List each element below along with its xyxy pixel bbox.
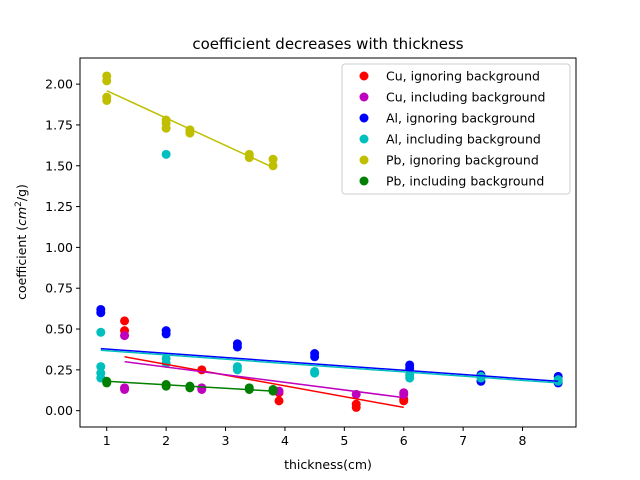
y-axis-label-unit: cm <box>14 207 29 226</box>
fit-line <box>100 349 559 384</box>
data-point <box>161 329 171 339</box>
legend-box <box>341 63 571 195</box>
plot-marks <box>96 71 563 412</box>
data-point <box>197 383 207 393</box>
data-point <box>268 154 278 164</box>
y-tick-label: 2.00 <box>45 77 73 92</box>
chart-title: coefficient decreases with thickness <box>192 35 463 53</box>
data-point <box>310 368 320 378</box>
fit-line <box>100 347 559 383</box>
fit-line <box>124 356 404 409</box>
data-point <box>351 399 361 409</box>
y-tick-label: 0.25 <box>45 362 73 377</box>
data-point <box>161 358 171 368</box>
data-point <box>268 161 278 171</box>
x-tick-label: 4 <box>281 433 289 448</box>
legend: Cu, ignoring background Cu, including bac… <box>341 63 571 195</box>
legend-label: Pb, including background <box>386 174 544 189</box>
y-axis-label-exponent: 2 <box>14 201 24 207</box>
y-tick-label: 1.00 <box>45 240 73 255</box>
x-tick-label: 3 <box>222 433 230 448</box>
data-point <box>310 352 320 362</box>
y-axis-label-main: coefficient ( <box>14 226 29 300</box>
y-tick-label: 1.25 <box>45 199 73 214</box>
legend-label: Pb, ignoring background <box>386 153 539 168</box>
fit-line <box>106 89 274 169</box>
legend-marker <box>359 71 369 81</box>
legend-marker <box>359 155 369 165</box>
x-tick-label: 6 <box>400 433 408 448</box>
y-axis-ticks: 0.00 0.25 0.50 0.75 1.00 1.25 1.50 1.75 2.00 <box>45 77 80 418</box>
data-point <box>185 383 195 393</box>
y-tick-label: 0.00 <box>45 403 73 418</box>
x-tick-label: 1 <box>103 433 111 448</box>
y-tick-label: 1.50 <box>45 158 73 173</box>
x-axis-label: thickness(cm) <box>284 457 372 472</box>
x-axis-ticks: 1 2 3 4 5 6 7 8 <box>103 427 527 448</box>
data-point <box>102 95 112 105</box>
data-point <box>405 373 415 383</box>
x-tick-label: 2 <box>162 433 170 448</box>
legend-marker <box>359 176 369 186</box>
data-point <box>274 396 284 406</box>
y-tick-label: 0.75 <box>45 281 73 296</box>
legend-label: Al, ignoring background <box>386 111 535 126</box>
data-point <box>161 381 171 391</box>
data-point <box>96 327 106 337</box>
y-tick-label: 1.75 <box>45 117 73 132</box>
data-point <box>161 123 171 133</box>
y-axis-label-tail: /g) <box>14 184 29 201</box>
fit-line <box>106 380 274 392</box>
data-point <box>120 384 130 394</box>
legend-marker <box>359 92 369 102</box>
legend-label: Cu, including background <box>386 90 545 105</box>
legend-label: Cu, ignoring background <box>386 69 540 84</box>
legend-marker <box>359 134 369 144</box>
x-tick-label: 7 <box>459 433 467 448</box>
data-point <box>102 76 112 86</box>
x-tick-label: 5 <box>340 433 348 448</box>
legend-marker <box>359 113 369 123</box>
data-point <box>232 342 242 352</box>
y-tick-label: 0.50 <box>45 322 73 337</box>
data-point <box>120 316 130 326</box>
data-point <box>161 149 171 159</box>
data-point <box>96 308 106 318</box>
y-axis-label: coefficient (cm2/g) <box>14 184 29 300</box>
data-point <box>102 378 112 388</box>
data-point <box>120 331 130 341</box>
plot-frame <box>79 57 577 428</box>
data-point <box>96 362 106 372</box>
x-tick-label: 8 <box>519 433 527 448</box>
data-point <box>399 388 409 398</box>
data-point <box>232 365 242 375</box>
fit-line <box>124 360 404 399</box>
legend-label: Al, including background <box>386 132 541 147</box>
